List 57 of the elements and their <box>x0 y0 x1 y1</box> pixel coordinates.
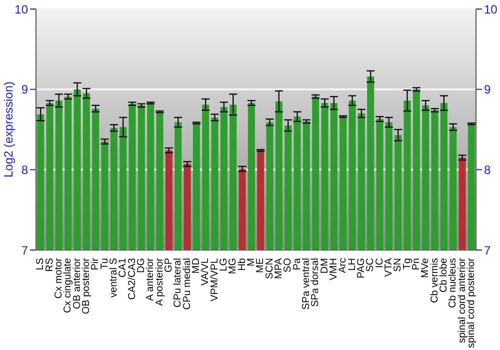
x-tick-label: SPa ventral <box>300 258 312 310</box>
x-tick-label: ME <box>255 258 266 273</box>
y-tick-label: 10 <box>14 2 28 16</box>
x-tick-label: CPu medial <box>182 258 193 310</box>
x-tick-label: MG <box>228 258 239 274</box>
x-tick-label: spinal cord anterior <box>456 257 468 344</box>
x-tick-label: GP <box>163 258 174 272</box>
x-tick-label: SO <box>282 258 294 272</box>
x-tick-label: VMH <box>328 258 340 280</box>
x-tick-label: RS <box>44 258 56 272</box>
x-tick-label: SC <box>365 258 376 272</box>
y2-tick-label: 10 <box>484 2 498 16</box>
x-tick-label: Cb lobe <box>438 258 450 292</box>
x-tick-label: Cb nucleus <box>448 258 459 308</box>
x-tick-label: VA/VL <box>200 258 212 286</box>
x-tick-label: Pir <box>90 257 102 270</box>
x-tick-label: MVe <box>420 258 432 278</box>
x-tick-label: A posterior <box>154 257 166 306</box>
x-tick-label: SPa dorsal <box>310 258 322 307</box>
x-tick-label: Cb vermis <box>429 258 440 304</box>
x-tick-label: Cx motor <box>53 257 64 299</box>
x-tick-label: spinal cord posterior <box>466 257 477 348</box>
x-tick-label: VPM/VPL <box>209 258 220 302</box>
x-tick-label: M <box>246 258 257 266</box>
x-tick-label: OB anterior <box>72 257 83 310</box>
x-tick-label: SCN <box>264 258 276 280</box>
y-tick-label: 9 <box>21 82 28 97</box>
y-axis-title: Log2 (expression) <box>1 81 16 178</box>
x-tick-label: LG <box>218 258 230 272</box>
x-tick-label: LH <box>346 258 358 271</box>
x-tick-label: Tg <box>402 258 413 270</box>
y2-tick-label: 8 <box>484 162 491 177</box>
x-tick-label: OB posterior <box>80 257 92 314</box>
x-tick-label: CA2/CA3 <box>126 258 138 300</box>
x-tick-label: Arc <box>338 258 349 273</box>
x-tick-label: CPu lateral <box>172 258 184 308</box>
x-tick-label: CA1 <box>118 258 129 278</box>
x-tick-label: ventral S <box>108 258 120 298</box>
y2-tick-label: 7 <box>484 243 491 258</box>
x-tick-label: MPA <box>273 258 284 279</box>
y-tick-label: 7 <box>21 243 28 258</box>
x-tick-label: SN <box>392 258 404 272</box>
x-tick-label: Hb <box>236 258 248 271</box>
x-tick-label: Cx cingulate <box>62 258 74 314</box>
x-tick-label: DG <box>136 258 147 273</box>
x-tick-label: Pa <box>292 258 303 270</box>
x-tick-label: LS <box>35 258 46 270</box>
y-tick-label: 8 <box>21 162 28 177</box>
x-tick-label: IC <box>374 258 386 268</box>
x-tick-label: A anterior <box>145 257 156 301</box>
x-tick-label: PAG <box>356 258 367 278</box>
x-tick-label: VTA <box>383 258 394 277</box>
y2-tick-label: 9 <box>484 82 491 97</box>
x-tick-label: Tu <box>99 258 110 270</box>
x-tick-label: DM <box>319 258 330 274</box>
x-tick-label: MD <box>190 258 202 274</box>
x-tick-label: Pn <box>410 258 422 270</box>
